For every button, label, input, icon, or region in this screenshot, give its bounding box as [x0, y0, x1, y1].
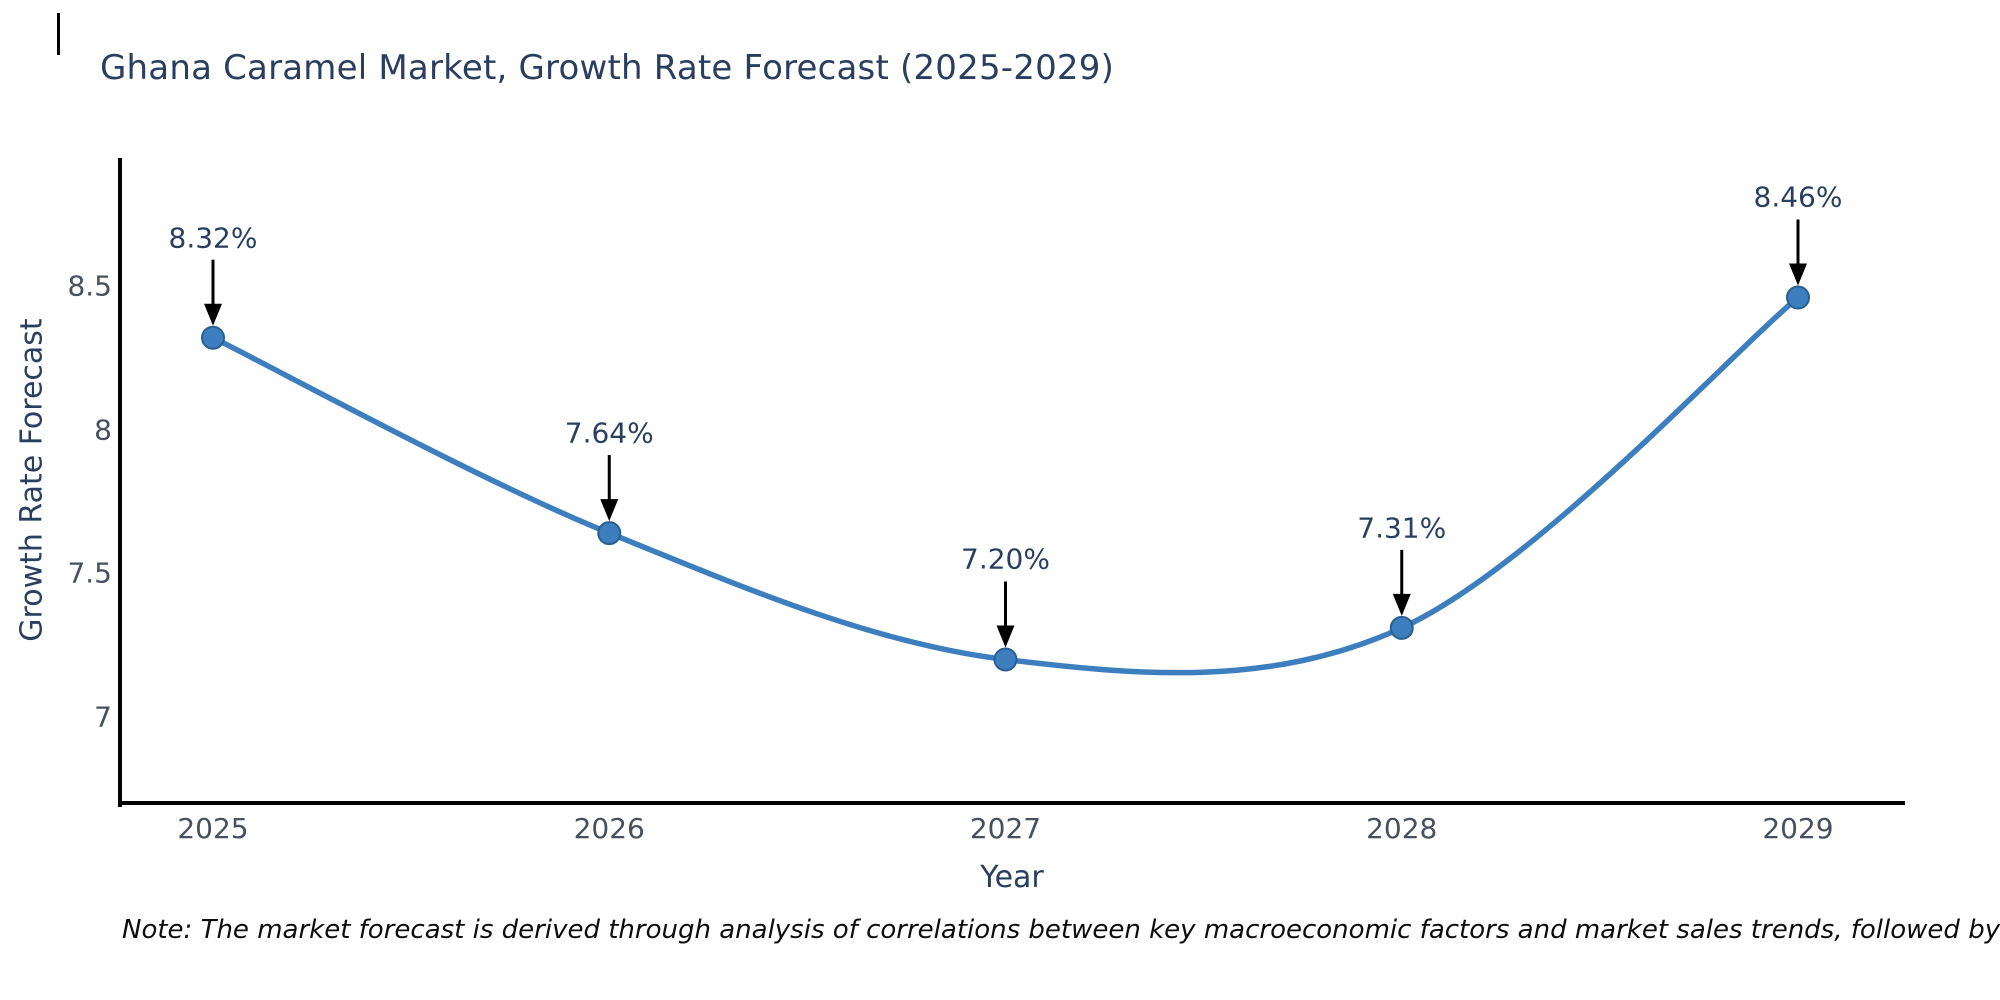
data-point-marker [1389, 615, 1414, 640]
data-point-marker [201, 325, 225, 350]
annotation-arrow-head [996, 625, 1015, 648]
x-tick-label: 2026 [573, 812, 645, 845]
data-point-marker [597, 521, 622, 546]
annotation-arrow-head [600, 499, 619, 522]
point-value-label: 7.20% [961, 542, 1050, 576]
annotation-arrow-head [1392, 593, 1411, 616]
x-tick-label: 2025 [177, 812, 249, 845]
y-tick-label: 7.5 [67, 556, 112, 590]
cursor-caret-artifact [57, 13, 60, 55]
y-tick-label: 8.5 [67, 269, 112, 303]
y-axis-title: Growth Rate Forecast [14, 318, 50, 642]
data-point-marker [993, 647, 1018, 672]
point-value-label: 7.64% [564, 416, 654, 450]
x-axis-title: Year [980, 860, 1044, 895]
x-tick-label: 2028 [1366, 812, 1438, 845]
annotation-arrow-head [1789, 263, 1807, 286]
y-tick-label: 8 [94, 413, 112, 447]
x-tick-label: 2029 [1762, 812, 1834, 845]
footnote-text: Note: The market forecast is derived thr… [122, 915, 2000, 945]
point-value-label: 7.31% [1357, 511, 1447, 545]
x-tick-label: 2027 [969, 812, 1042, 845]
y-tick-label: 7 [94, 700, 112, 734]
point-value-label: 8.46% [1753, 180, 1843, 214]
annotation-arrow-head [204, 303, 222, 326]
data-point-marker [1786, 285, 1810, 310]
chart-title: Ghana Caramel Market, Growth Rate Foreca… [100, 48, 1115, 88]
point-value-label: 8.32% [168, 221, 258, 255]
